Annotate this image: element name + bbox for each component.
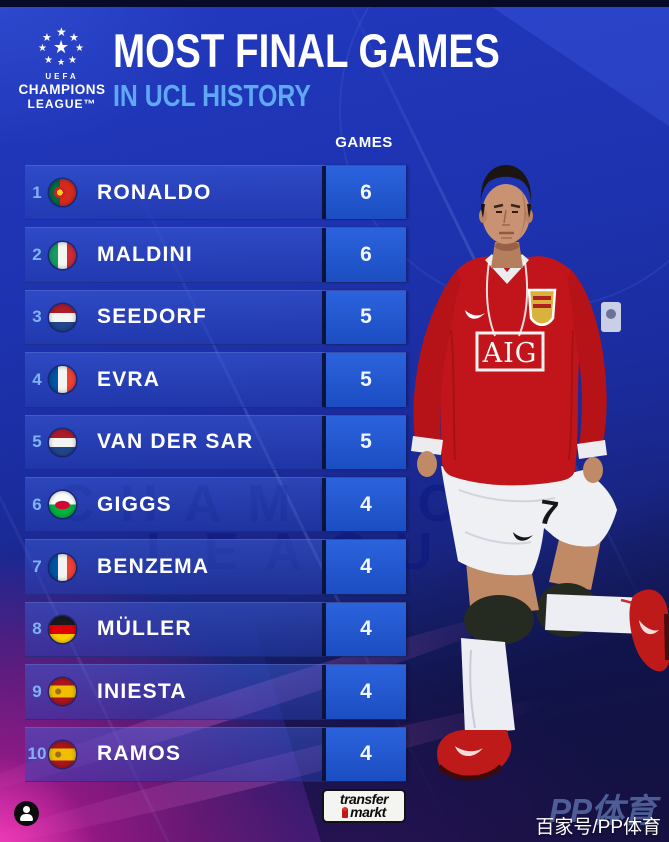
games-value: 5	[322, 353, 406, 407]
logo-champions-text: CHAMPIONS	[18, 82, 106, 97]
ranking-list: 1 RONALDO 6 2 MALDINI 6 3 SEEDORF 5 4 EV…	[25, 165, 406, 782]
background-watermark-league: LEAGUE	[20, 522, 645, 582]
player-jersey: AIG	[411, 254, 621, 486]
games-value: 4	[322, 602, 406, 657]
rank-number: 1	[32, 182, 42, 202]
table-row: 3 SEEDORF 5	[25, 289, 406, 346]
table-row: 1 RONALDO 6	[25, 165, 406, 221]
player-front-lower-leg	[437, 595, 534, 781]
profile-avatar	[14, 801, 39, 826]
nike-swoosh-icon	[465, 310, 485, 319]
shirt-sponsor-logo: AIG	[475, 331, 545, 372]
top-dark-bar	[0, 0, 669, 7]
rank-number: 3	[32, 307, 42, 327]
rank-number: 2	[32, 245, 42, 265]
player-back-leg	[536, 530, 669, 672]
rank-number: 9	[32, 681, 42, 701]
italy-flag-icon	[49, 241, 76, 269]
player-photo-ronaldo: 7 AIG	[411, 165, 669, 781]
games-value: 4	[322, 477, 406, 532]
transfermarkt-line1: transfer	[339, 791, 389, 807]
wales-flag-icon	[49, 491, 76, 519]
svg-text:AIG: AIG	[482, 338, 538, 369]
page-title: MOST FINAL GAMES	[113, 24, 500, 77]
games-value: 6	[322, 166, 406, 220]
games-value: 4	[322, 727, 406, 781]
rank-number: 6	[32, 494, 42, 514]
games-value: 4	[322, 665, 406, 719]
games-value: 5	[322, 290, 406, 345]
table-row: 10 RAMOS 4	[25, 726, 406, 782]
table-row: 5 VAN DER SAR 5	[25, 414, 406, 470]
transfermarkt-logo: transfer markt	[322, 789, 406, 823]
uefa-starball-icon: ★ ★ ★ ★ ★ ★ ★ ★ ★	[38, 25, 84, 68]
uefa-champions-league-logo: ★ ★ ★ ★ ★ ★ ★ ★ ★ UEFA CHAMPIONS LEAGUE™	[14, 26, 110, 111]
france-flag-icon	[49, 553, 76, 581]
games-value: 5	[322, 415, 406, 469]
pp-sports-watermark-logo: PP体育	[548, 792, 656, 829]
spain-flag-icon	[49, 678, 76, 706]
spain-flag-icon	[49, 740, 76, 768]
player-head	[479, 165, 533, 268]
page-subtitle: IN UCL HISTORY	[113, 78, 311, 113]
rank-number: 4	[32, 369, 42, 389]
player-name: MALDINI	[97, 243, 193, 267]
games-column-header: GAMES	[335, 134, 393, 151]
logo-league-text: LEAGUE™	[27, 97, 97, 111]
france-flag-icon	[49, 366, 76, 394]
transfermarkt-line2: markt	[342, 805, 386, 819]
germany-flag-icon	[49, 615, 76, 643]
player-name: RAMOS	[97, 742, 182, 766]
table-row: 4 EVRA 5	[25, 352, 406, 408]
player-name: SEEDORF	[97, 305, 207, 329]
player-name: INIESTA	[97, 679, 187, 703]
source-caption: 百家号/PP体育	[535, 817, 661, 838]
rank-number: 7	[32, 557, 42, 577]
table-row: 6 GIGGS 4	[25, 476, 406, 533]
rank-number: 8	[32, 619, 42, 639]
portugal-flag-icon	[49, 179, 76, 207]
player-name: EVRA	[97, 367, 161, 391]
player-name: MÜLLER	[97, 617, 192, 641]
logo-org-text: UEFA	[45, 72, 79, 81]
table-row: 8 MÜLLER 4	[25, 601, 406, 658]
player-name: RONALDO	[97, 180, 212, 204]
player-shorts: 7	[441, 466, 617, 576]
transfermarkt-mascot-icon	[342, 807, 349, 818]
table-row: 2 MALDINI 6	[25, 227, 406, 283]
rank-number: 5	[32, 432, 42, 452]
table-row: 7 BENZEMA 4	[25, 539, 406, 595]
person-icon	[23, 806, 30, 813]
games-value: 4	[322, 540, 406, 594]
netherlands-flag-icon	[49, 303, 76, 331]
netherlands-flag-icon	[49, 428, 76, 456]
games-value: 6	[322, 228, 406, 282]
rank-number: 10	[27, 744, 47, 764]
player-name: GIGGS	[97, 492, 172, 516]
player-name: BENZEMA	[97, 555, 210, 579]
table-row: 9 INIESTA 4	[25, 664, 406, 720]
header-title-block: MOST FINAL GAMES IN UCL HISTORY	[113, 27, 585, 111]
player-name: VAN DER SAR	[97, 430, 254, 454]
